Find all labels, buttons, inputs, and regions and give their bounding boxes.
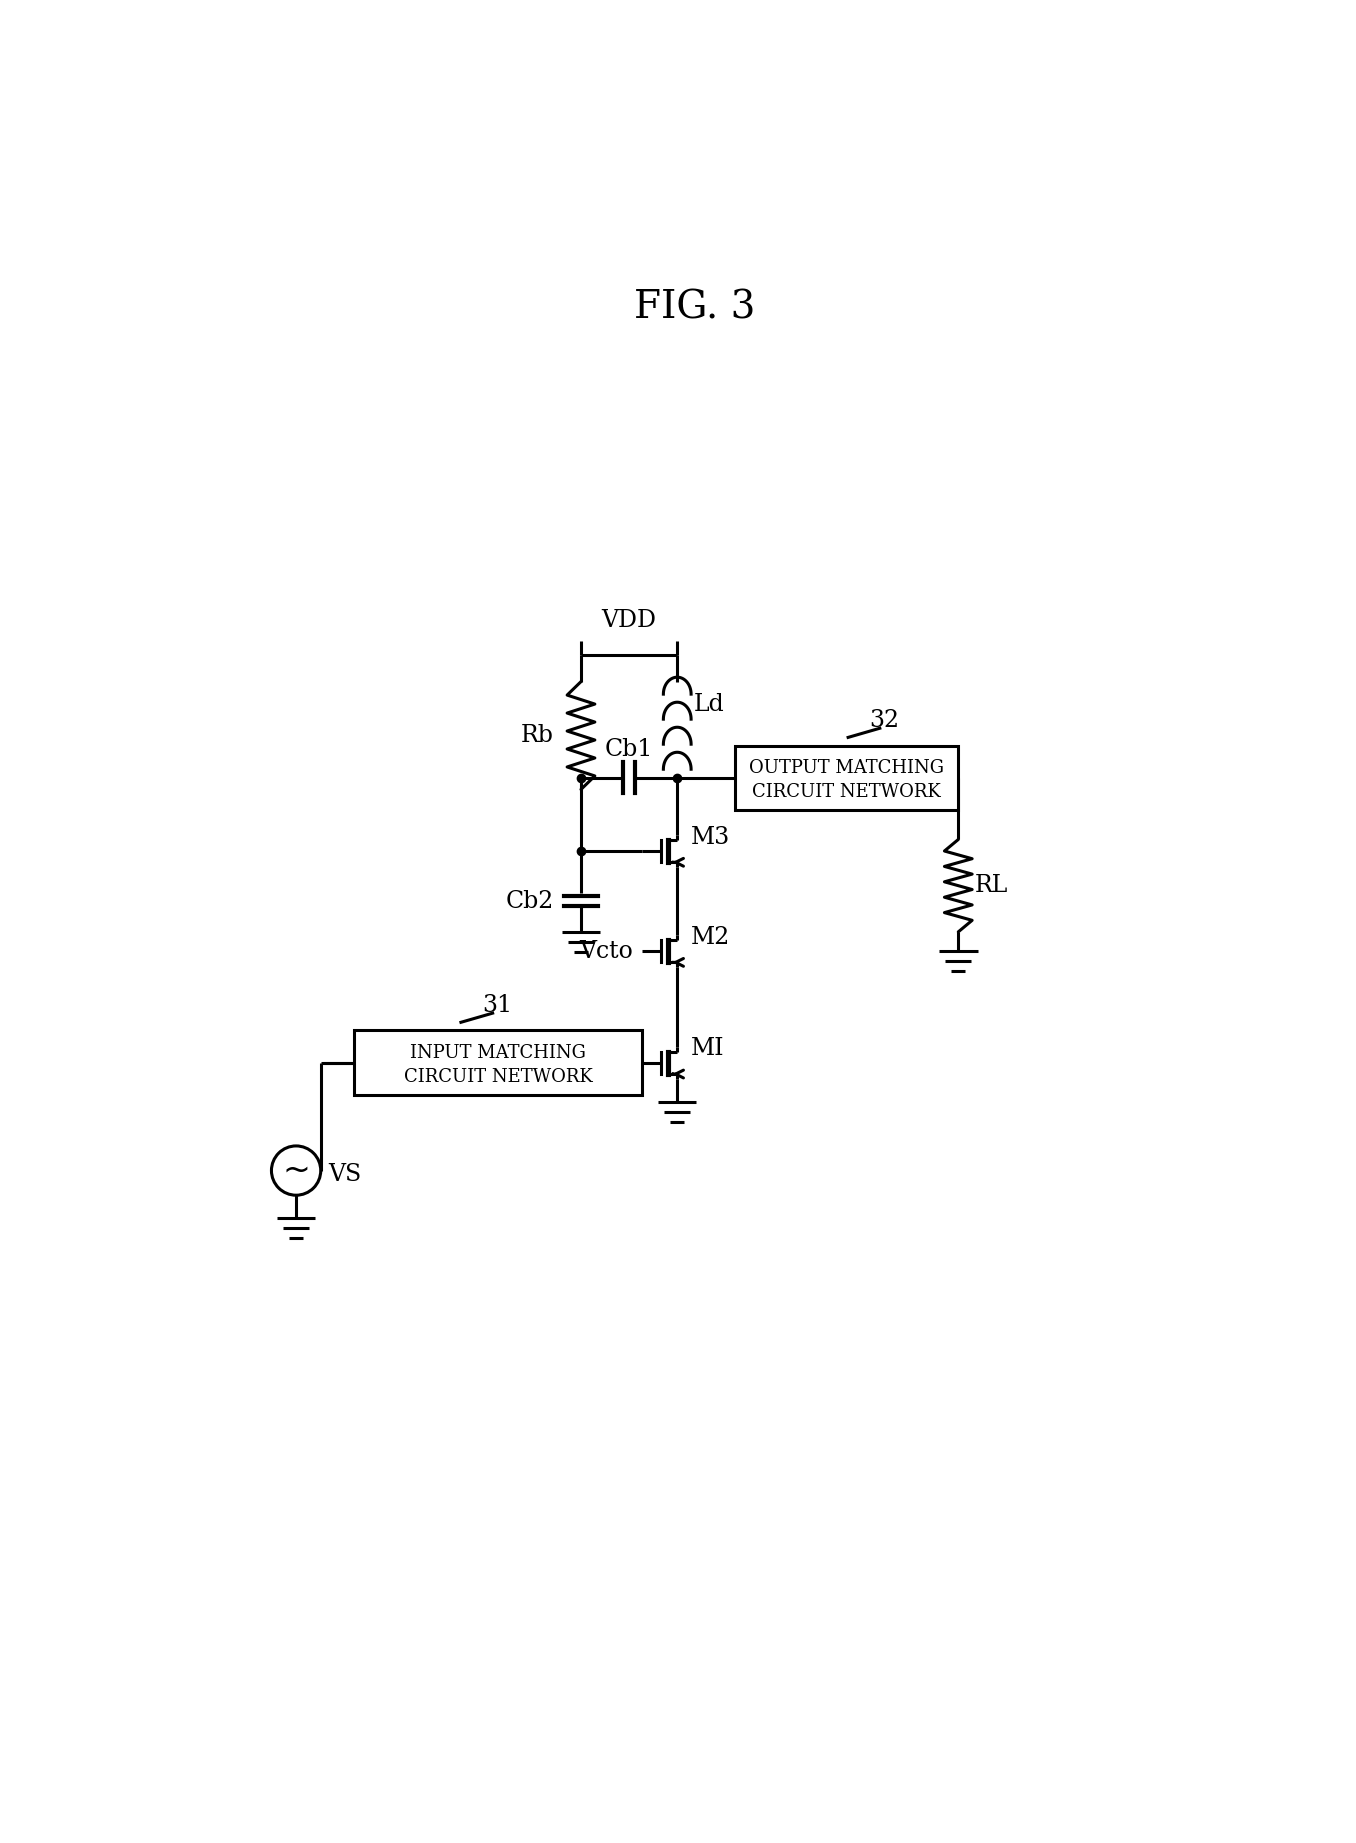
Text: 31: 31 bbox=[483, 993, 513, 1017]
Text: MI: MI bbox=[692, 1038, 724, 1060]
Text: Rb: Rb bbox=[521, 724, 555, 746]
Text: Vcto: Vcto bbox=[579, 940, 633, 962]
Text: FIG. 3: FIG. 3 bbox=[635, 289, 755, 326]
Text: M2: M2 bbox=[692, 925, 731, 949]
Text: VDD: VDD bbox=[602, 608, 656, 632]
Text: RL: RL bbox=[975, 874, 1009, 898]
Text: CIRCUIT NETWORK: CIRCUIT NETWORK bbox=[404, 1067, 593, 1086]
Text: M3: M3 bbox=[692, 826, 731, 848]
Text: ~: ~ bbox=[282, 1154, 311, 1187]
Text: OUTPUT MATCHING: OUTPUT MATCHING bbox=[749, 759, 944, 778]
Text: VS: VS bbox=[328, 1163, 362, 1185]
Text: INPUT MATCHING: INPUT MATCHING bbox=[410, 1043, 586, 1062]
Text: CIRCUIT NETWORK: CIRCUIT NETWORK bbox=[753, 783, 941, 800]
Text: 32: 32 bbox=[869, 708, 900, 732]
Text: Cb2: Cb2 bbox=[506, 890, 555, 912]
Text: Cb1: Cb1 bbox=[605, 737, 654, 761]
FancyBboxPatch shape bbox=[735, 746, 959, 811]
FancyBboxPatch shape bbox=[354, 1030, 643, 1095]
Text: Ld: Ld bbox=[694, 693, 725, 717]
